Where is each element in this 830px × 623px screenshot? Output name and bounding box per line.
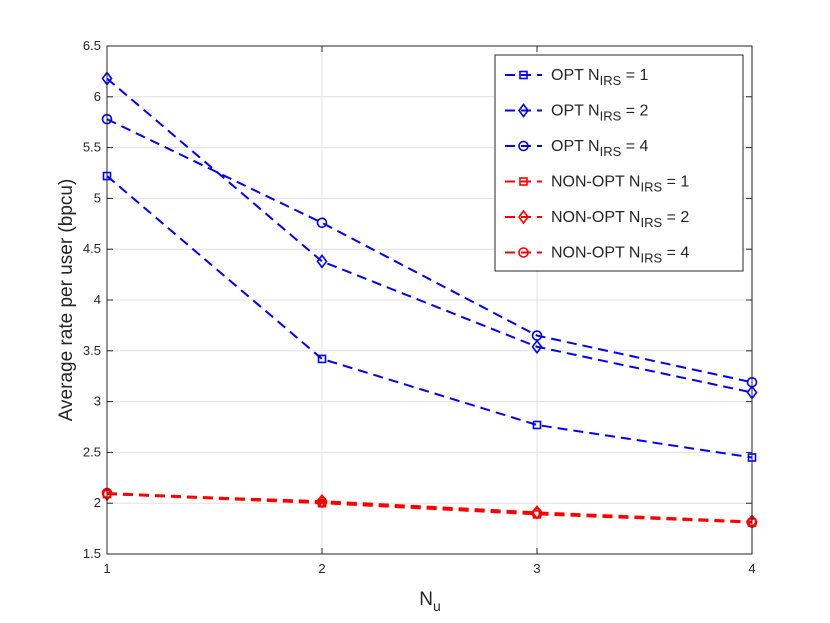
legend-entry: OPT NIRS = 1 [505, 67, 649, 88]
y-tick-label: 1.5 [83, 546, 101, 561]
y-tick-label: 2.5 [83, 444, 101, 459]
x-tick-label: 3 [533, 561, 540, 576]
axis-ticks [106, 45, 753, 555]
legend-label: NON-OPT NIRS = 2 [551, 209, 689, 230]
data-point-square [532, 420, 542, 430]
legend: OPT NIRS = 1 OPT NIRS = 2 OPT NIRS = 4 NON-… [494, 54, 744, 272]
legend-entry: OPT NIRS = 2 [505, 103, 649, 124]
data-point-diamond [316, 254, 328, 269]
legend-marker [519, 177, 528, 186]
data-point-diamond [531, 339, 543, 355]
legend-label: OPT NIRS = 1 [551, 67, 649, 88]
y-tick-label: 3 [94, 394, 101, 409]
legend-marker [518, 140, 529, 152]
series-line [106, 493, 753, 524]
legend-label: NON-OPT NIRS = 1 [551, 174, 689, 195]
y-tick-label: 4.5 [83, 241, 101, 256]
legend-label: OPT NIRS = 4 [551, 138, 649, 159]
data-point-square [317, 354, 327, 364]
series-line [106, 175, 753, 459]
x-tick-label: 1 [103, 561, 110, 576]
legend-label: OPT NIRS = 2 [551, 103, 649, 124]
legend-marker [518, 247, 529, 258]
data-point-circle [316, 496, 328, 508]
y-tick-label: 5.5 [83, 140, 101, 155]
data-point-circle [316, 217, 328, 229]
y-tick-label: 6.5 [83, 38, 101, 53]
data-point-circle [531, 330, 543, 341]
series-line [106, 492, 753, 524]
x-tick-label: 2 [318, 561, 325, 576]
legend-entry: NON-OPT NIRS = 1 [505, 174, 689, 195]
tick-labels: 1.5 2 2.5 3 3.5 4 4.5 5 5.5 6 6.5 1 2 3 4 [83, 38, 756, 576]
legend-entry: NON-OPT NIRS = 2 [505, 209, 689, 230]
series-line [106, 118, 753, 384]
legend-label: NON-OPT NIRS = 4 [551, 245, 689, 266]
legend-entry: OPT NIRS = 4 [505, 138, 649, 159]
data-point-circle [531, 508, 543, 519]
y-tick-label: 4 [94, 292, 101, 307]
legend-marker [519, 70, 528, 80]
y-tick-label: 5 [94, 190, 101, 205]
y-tick-label: 3.5 [83, 343, 101, 358]
y-tick-label: 2 [94, 495, 101, 510]
series-line [106, 493, 753, 523]
y-tick-label: 6 [94, 89, 101, 104]
legend-marker [518, 103, 529, 118]
legend-marker [518, 209, 529, 225]
x-axis-label: Nu [419, 589, 441, 614]
legend-box [494, 54, 744, 272]
legend-entry: NON-OPT NIRS = 4 [505, 245, 689, 266]
x-tick-label: 4 [748, 561, 755, 576]
y-axis-label: Average rate per user (bpcu) [56, 179, 77, 422]
